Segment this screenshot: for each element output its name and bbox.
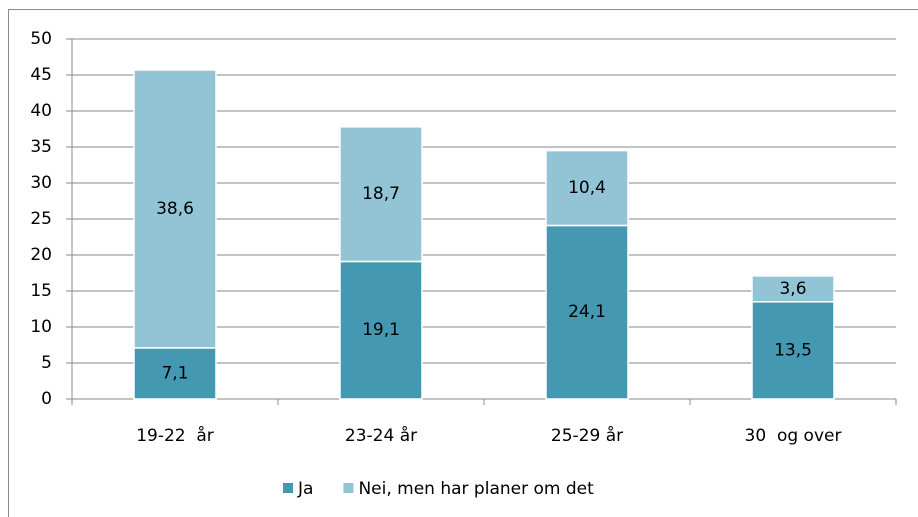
bar-segment [751, 301, 835, 400]
y-tick-label: 35 [30, 137, 52, 157]
legend-swatch [283, 483, 293, 493]
legend-label: Nei, men har planer om det [358, 479, 594, 499]
data-label: 38,6 [156, 199, 194, 219]
bar-segment [339, 260, 423, 400]
x-tick-label: 25-29 år [551, 425, 623, 446]
y-tick-label: 10 [30, 317, 52, 337]
y-tick-label: 40 [30, 101, 52, 121]
chart-frame [8, 9, 918, 517]
legend-swatch [343, 483, 354, 493]
y-tick-label: 25 [30, 209, 52, 229]
legend-label: Ja [297, 479, 313, 499]
x-tick-label: 23-24 år [345, 425, 417, 446]
y-tick-label: 5 [41, 353, 52, 373]
y-tick-label: 20 [30, 245, 52, 265]
y-tick-label: 30 [30, 173, 52, 193]
bar-segment [545, 149, 629, 227]
bar-segment [545, 224, 629, 400]
data-label: 10,4 [568, 178, 606, 198]
data-label: 18,7 [362, 184, 400, 204]
bar-segment [339, 126, 423, 263]
y-tick-label: 0 [41, 389, 52, 409]
bar-segment [751, 275, 835, 303]
x-tick-label: 30 og over [745, 426, 842, 446]
y-tick-label: 45 [30, 65, 52, 85]
data-label: 3,6 [779, 279, 806, 299]
data-label: 13,5 [774, 340, 812, 360]
bar-segment [133, 69, 217, 349]
data-label: 19,1 [362, 320, 400, 340]
y-tick-label: 15 [30, 281, 52, 301]
y-tick-label: 50 [30, 29, 52, 49]
data-label: 24,1 [568, 302, 606, 322]
data-label: 7,1 [161, 363, 188, 383]
x-tick-label: 19-22 år [136, 425, 214, 446]
